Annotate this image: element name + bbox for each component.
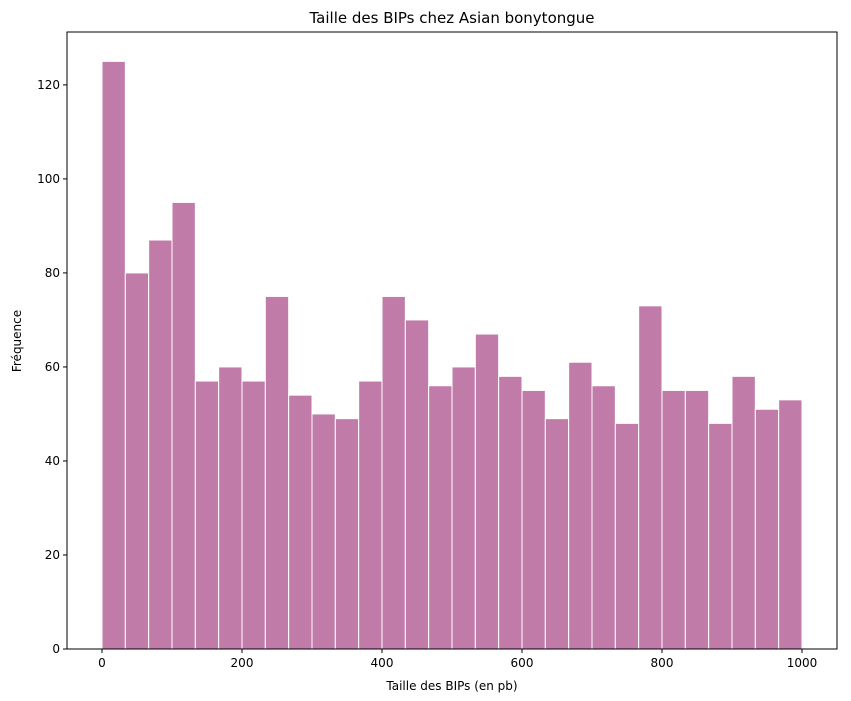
histogram-bar <box>148 239 173 650</box>
x-tick-label: 800 <box>651 656 674 670</box>
histogram-bar <box>311 413 336 650</box>
y-axis-label: Fréquence <box>10 310 24 372</box>
x-axis: 0 200 400 600 800 1000 <box>98 649 817 670</box>
histogram-bar <box>474 333 500 650</box>
histogram-bar <box>358 380 383 650</box>
histogram-bar <box>661 389 686 650</box>
x-axis-label: Taille des BIPs (en pb) <box>385 679 517 693</box>
histogram-bar <box>568 361 593 650</box>
y-tick-label: 80 <box>45 266 60 280</box>
y-tick-label: 40 <box>45 454 60 468</box>
x-tick-label: 200 <box>231 656 254 670</box>
x-tick-label: 600 <box>511 656 534 670</box>
histogram-bar <box>334 418 360 650</box>
histogram-bar <box>381 295 406 650</box>
x-tick-label: 1000 <box>787 656 818 670</box>
y-tick-label: 100 <box>37 172 60 186</box>
histogram-bar <box>451 366 476 650</box>
plot-frame <box>66 31 838 650</box>
histogram-bar <box>498 375 523 650</box>
y-axis: 0 20 40 60 80 100 120 <box>37 78 67 656</box>
y-tick-label: 20 <box>45 548 60 562</box>
chart-title: Taille des BIPs chez Asian bonytongue <box>308 9 594 27</box>
histogram-bar <box>194 380 220 650</box>
histogram-bar <box>171 201 196 650</box>
histogram-bar <box>778 399 803 650</box>
x-tick-label: 400 <box>371 656 394 670</box>
histogram-bar <box>708 422 733 650</box>
histogram-bar <box>754 408 780 650</box>
histogram-bar <box>241 380 266 650</box>
histogram-bar <box>264 295 290 650</box>
histogram-bar <box>404 319 430 650</box>
histogram-bar <box>124 272 150 650</box>
histogram-bar <box>638 305 663 650</box>
histogram-bar <box>591 385 616 650</box>
histogram-bar <box>288 394 313 650</box>
histogram-bar <box>731 375 756 650</box>
x-tick-label: 0 <box>98 656 106 670</box>
y-tick-label: 120 <box>37 78 60 92</box>
histogram-bar <box>101 60 126 650</box>
histogram-bar <box>544 418 570 650</box>
histogram-bar <box>218 366 243 650</box>
y-tick-label: 0 <box>52 642 60 656</box>
histogram-bar <box>684 389 710 650</box>
histogram-bar <box>614 422 640 650</box>
y-tick-label: 60 <box>45 360 60 374</box>
bars-group <box>101 60 803 650</box>
histogram-bar <box>521 389 546 650</box>
histogram-bar <box>428 385 453 650</box>
